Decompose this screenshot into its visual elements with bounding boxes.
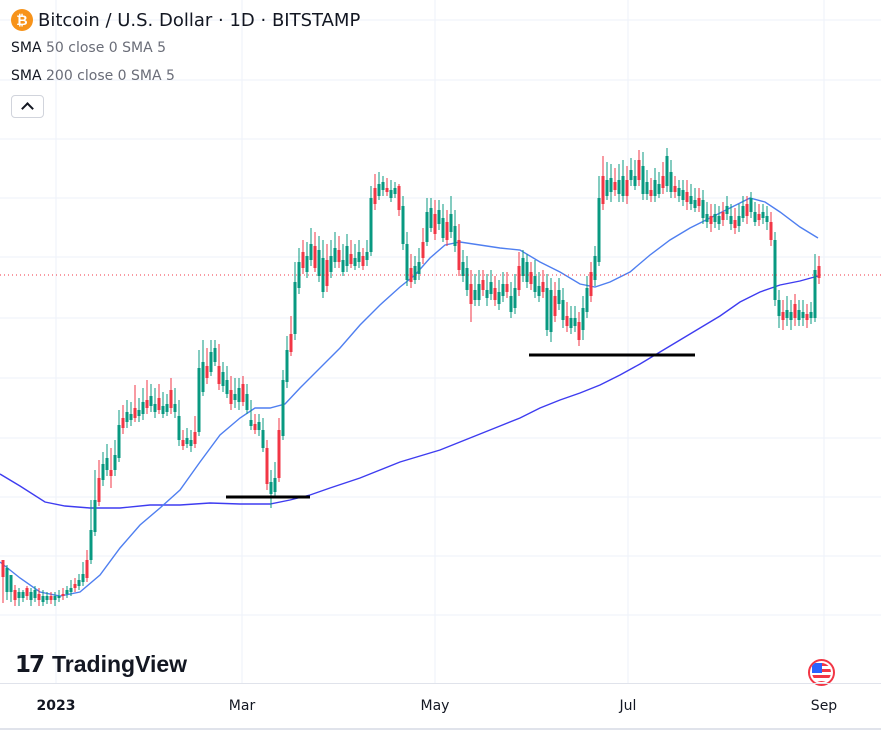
symbol-title-row[interactable]: ₿ Bitcoin / U.S. Dollar · 1D · BITSTAMP bbox=[11, 8, 360, 32]
sma-200-line bbox=[0, 275, 819, 509]
indicator-sma-200[interactable]: SMA 200 close 0 SMA 5 bbox=[11, 62, 360, 90]
indicator-params: 50 close 0 SMA 5 bbox=[46, 40, 167, 56]
sma-50-line bbox=[0, 197, 819, 597]
x-label-sep: Sep bbox=[810, 698, 838, 714]
x-label-2023: 2023 bbox=[36, 698, 76, 714]
indicator-sma-50[interactable]: SMA 50 close 0 SMA 5 bbox=[11, 34, 360, 62]
x-label-mar: Mar bbox=[228, 698, 256, 714]
chart-legend: ₿ Bitcoin / U.S. Dollar · 1D · BITSTAMP … bbox=[11, 8, 360, 118]
x-label-may: May bbox=[420, 698, 450, 714]
x-label-jul: Jul bbox=[619, 698, 637, 714]
price-chart[interactable] bbox=[0, 0, 881, 683]
indicator-params: 200 close 0 SMA 5 bbox=[46, 68, 175, 84]
chevron-up-icon bbox=[21, 102, 34, 115]
indicator-name: SMA bbox=[11, 40, 42, 56]
indicator-name: SMA bbox=[11, 68, 42, 84]
support-lines[interactable] bbox=[226, 353, 695, 499]
tradingview-wordmark: TradingView bbox=[52, 651, 188, 677]
symbol-title: Bitcoin / U.S. Dollar · 1D · BITSTAMP bbox=[38, 9, 361, 31]
candlesticks bbox=[1, 148, 821, 606]
tradingview-logo[interactable]: 17 TradingView bbox=[15, 651, 187, 678]
tradingview-mark-icon: 17 bbox=[15, 651, 45, 678]
bottom-border bbox=[0, 728, 881, 730]
grid-lines bbox=[0, 0, 881, 683]
time-axis[interactable]: 2023 Mar May Jul Sep bbox=[0, 683, 881, 730]
collapse-legend-button[interactable] bbox=[11, 95, 44, 118]
bitcoin-icon: ₿ bbox=[11, 9, 33, 31]
us-flag-icon[interactable] bbox=[808, 659, 835, 686]
